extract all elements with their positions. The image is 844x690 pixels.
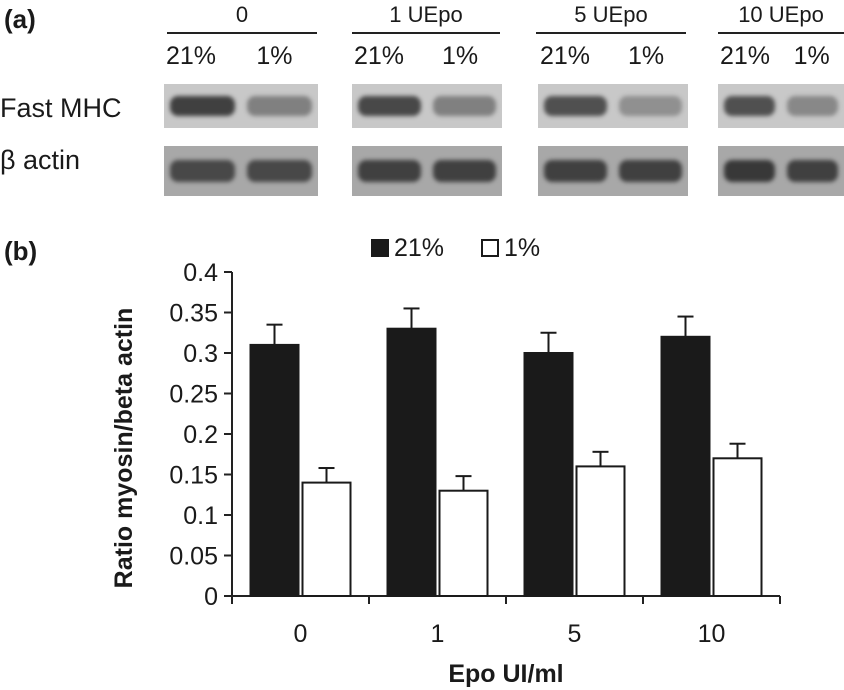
beta-actin-blot-strip	[164, 146, 318, 196]
blot-band	[433, 160, 496, 182]
lane-label: 21%	[354, 42, 405, 70]
panel-a-label: (a)	[4, 4, 36, 34]
blot-band	[619, 96, 682, 116]
bar-1-percent	[438, 489, 489, 598]
beta-actin-blot-strip	[352, 146, 502, 196]
blot-group-rule	[718, 32, 844, 34]
blot-group-rule	[352, 32, 500, 34]
panel-b-label: (b)	[4, 236, 38, 266]
blot-group-header: 1 UEpo	[352, 2, 500, 34]
blot-band	[358, 96, 421, 116]
fast-mhc-blot-strip	[538, 84, 688, 128]
y-tick-label: 0.4	[183, 259, 218, 287]
blot-band	[787, 96, 838, 116]
y-tick-label: 0.05	[169, 543, 218, 571]
blot-group-rule	[536, 32, 686, 34]
blot-group-header-text: 5 UEpo	[574, 2, 648, 27]
blot-group-header: 10 UEpo	[718, 2, 844, 34]
myosin-ratio-bar-chart: 0 0.05 0.1 0.15 0.2 0.25 0.3 0.35 0.4 0 1 5 10 21% 1% E…	[110, 234, 781, 688]
y-tick-label: 0.3	[183, 340, 218, 368]
lane-label: 1%	[442, 42, 479, 70]
row-label-fast-mhc: Fast MHC	[0, 93, 122, 123]
y-tick-label: 0.1	[183, 502, 218, 530]
blot-group-rule	[167, 32, 317, 34]
y-tick-label: 0.35	[169, 300, 218, 328]
x-axis-title: Epo UI/ml	[448, 660, 563, 688]
y-tick-label: 0.25	[169, 381, 218, 409]
blot-group-header-text: 1 UEpo	[389, 2, 463, 27]
legend-label: 1%	[504, 234, 540, 262]
beta-actin-blot-strip	[538, 146, 688, 196]
bar-1-percent	[301, 481, 352, 598]
blot-band	[170, 160, 235, 182]
bar-1-percent	[712, 457, 763, 597]
lane-label: 1%	[628, 42, 665, 70]
legend-swatch	[371, 239, 389, 257]
fast-mhc-blot-strip	[352, 84, 502, 128]
fast-mhc-blot-strip	[164, 84, 318, 128]
y-tick-label: 0.2	[183, 421, 218, 449]
blot-group-header-text: 0	[235, 2, 249, 27]
blot-group-header: 5 UEpo	[536, 2, 686, 34]
y-tick-label: 0.15	[169, 462, 218, 490]
bar-21-percent	[660, 335, 711, 598]
blot-band	[544, 96, 607, 116]
blot-band	[724, 96, 775, 116]
bar-21-percent	[523, 352, 574, 597]
blot-group-header: 0	[167, 2, 317, 34]
blot-band	[247, 160, 312, 182]
y-tick-label: 0	[204, 583, 218, 611]
blot-band	[724, 160, 775, 182]
beta-actin-blot-strip	[718, 146, 844, 196]
lane-label: 21%	[166, 42, 217, 70]
x-tick-label: 1	[431, 620, 445, 648]
blot-group-header-text: 10 UEpo	[738, 2, 824, 27]
lane-label: 1%	[256, 42, 293, 70]
blot-band	[787, 160, 838, 182]
fast-mhc-blot-strip	[718, 84, 844, 128]
blot-band	[247, 96, 312, 116]
blot-band	[433, 96, 496, 116]
bar-21-percent	[249, 343, 300, 598]
lane-label: 1%	[793, 42, 830, 70]
y-axis-title: Ratio myosin/beta actin	[110, 308, 138, 589]
bar-1-percent	[575, 465, 626, 597]
x-tick-label: 5	[568, 620, 582, 648]
blot-band	[358, 160, 421, 182]
blot-band	[170, 96, 235, 116]
x-tick-label: 0	[294, 620, 308, 648]
blot-band	[619, 160, 682, 182]
legend-swatch	[481, 239, 499, 257]
legend-label: 21%	[394, 234, 444, 262]
blot-band	[544, 160, 607, 182]
bar-21-percent	[386, 327, 437, 597]
x-tick-label: 10	[698, 620, 726, 648]
lane-label: 21%	[720, 42, 771, 70]
lane-label: 21%	[540, 42, 591, 70]
row-label-beta-actin: β actin	[0, 145, 81, 175]
